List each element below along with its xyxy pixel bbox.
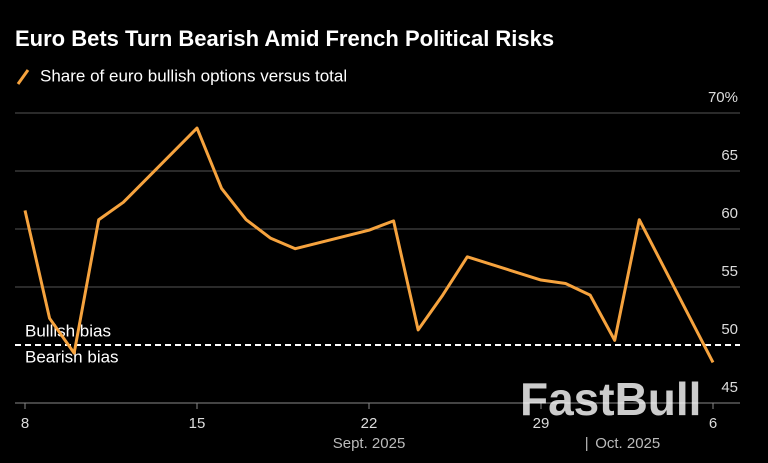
x-tick-label: 22	[361, 415, 378, 432]
month-label: Sept. 2025	[333, 435, 406, 452]
watermark: FastBull	[520, 373, 701, 425]
chart-title: Euro Bets Turn Bearish Amid French Polit…	[15, 26, 554, 51]
y-tick-label: 65	[721, 147, 738, 164]
y-tick-label: 50	[721, 321, 738, 338]
series-line	[23, 126, 715, 364]
x-tick-label: 8	[21, 415, 29, 432]
y-tick-label: 55	[721, 263, 738, 280]
legend-swatch	[16, 69, 30, 85]
month-separator: |	[585, 435, 589, 452]
x-tick-label: 15	[189, 415, 206, 432]
month-label: Oct. 2025	[595, 435, 660, 452]
annotation: Bullish bias	[25, 321, 111, 340]
annotation: Bearish bias	[25, 347, 119, 366]
y-tick-label: 60	[721, 205, 738, 222]
x-tick-label: 6	[709, 415, 717, 432]
x-tick-label: 29	[533, 415, 550, 432]
legend-label: Share of euro bullish options versus tot…	[40, 66, 347, 85]
y-tick-label: 45	[721, 379, 738, 396]
y-tick-label: 70%	[708, 89, 738, 106]
